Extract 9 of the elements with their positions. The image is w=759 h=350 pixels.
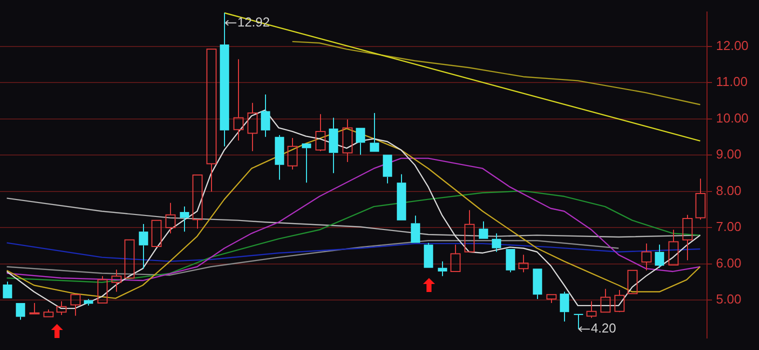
y-tick-label: 8.00 [716, 182, 742, 198]
y-tick-label: 12.00 [716, 38, 749, 53]
y-tick-label: 5.00 [716, 292, 742, 307]
y-tick-label: 11.00 [716, 74, 748, 90]
y-tick-label: 9.00 [716, 146, 742, 162]
y-tick-label: 10.00 [716, 110, 749, 126]
y-tick-label: 7.00 [716, 219, 742, 234]
annotation: 4.20 [590, 320, 616, 336]
y-tick-label: 6.00 [716, 255, 742, 270]
